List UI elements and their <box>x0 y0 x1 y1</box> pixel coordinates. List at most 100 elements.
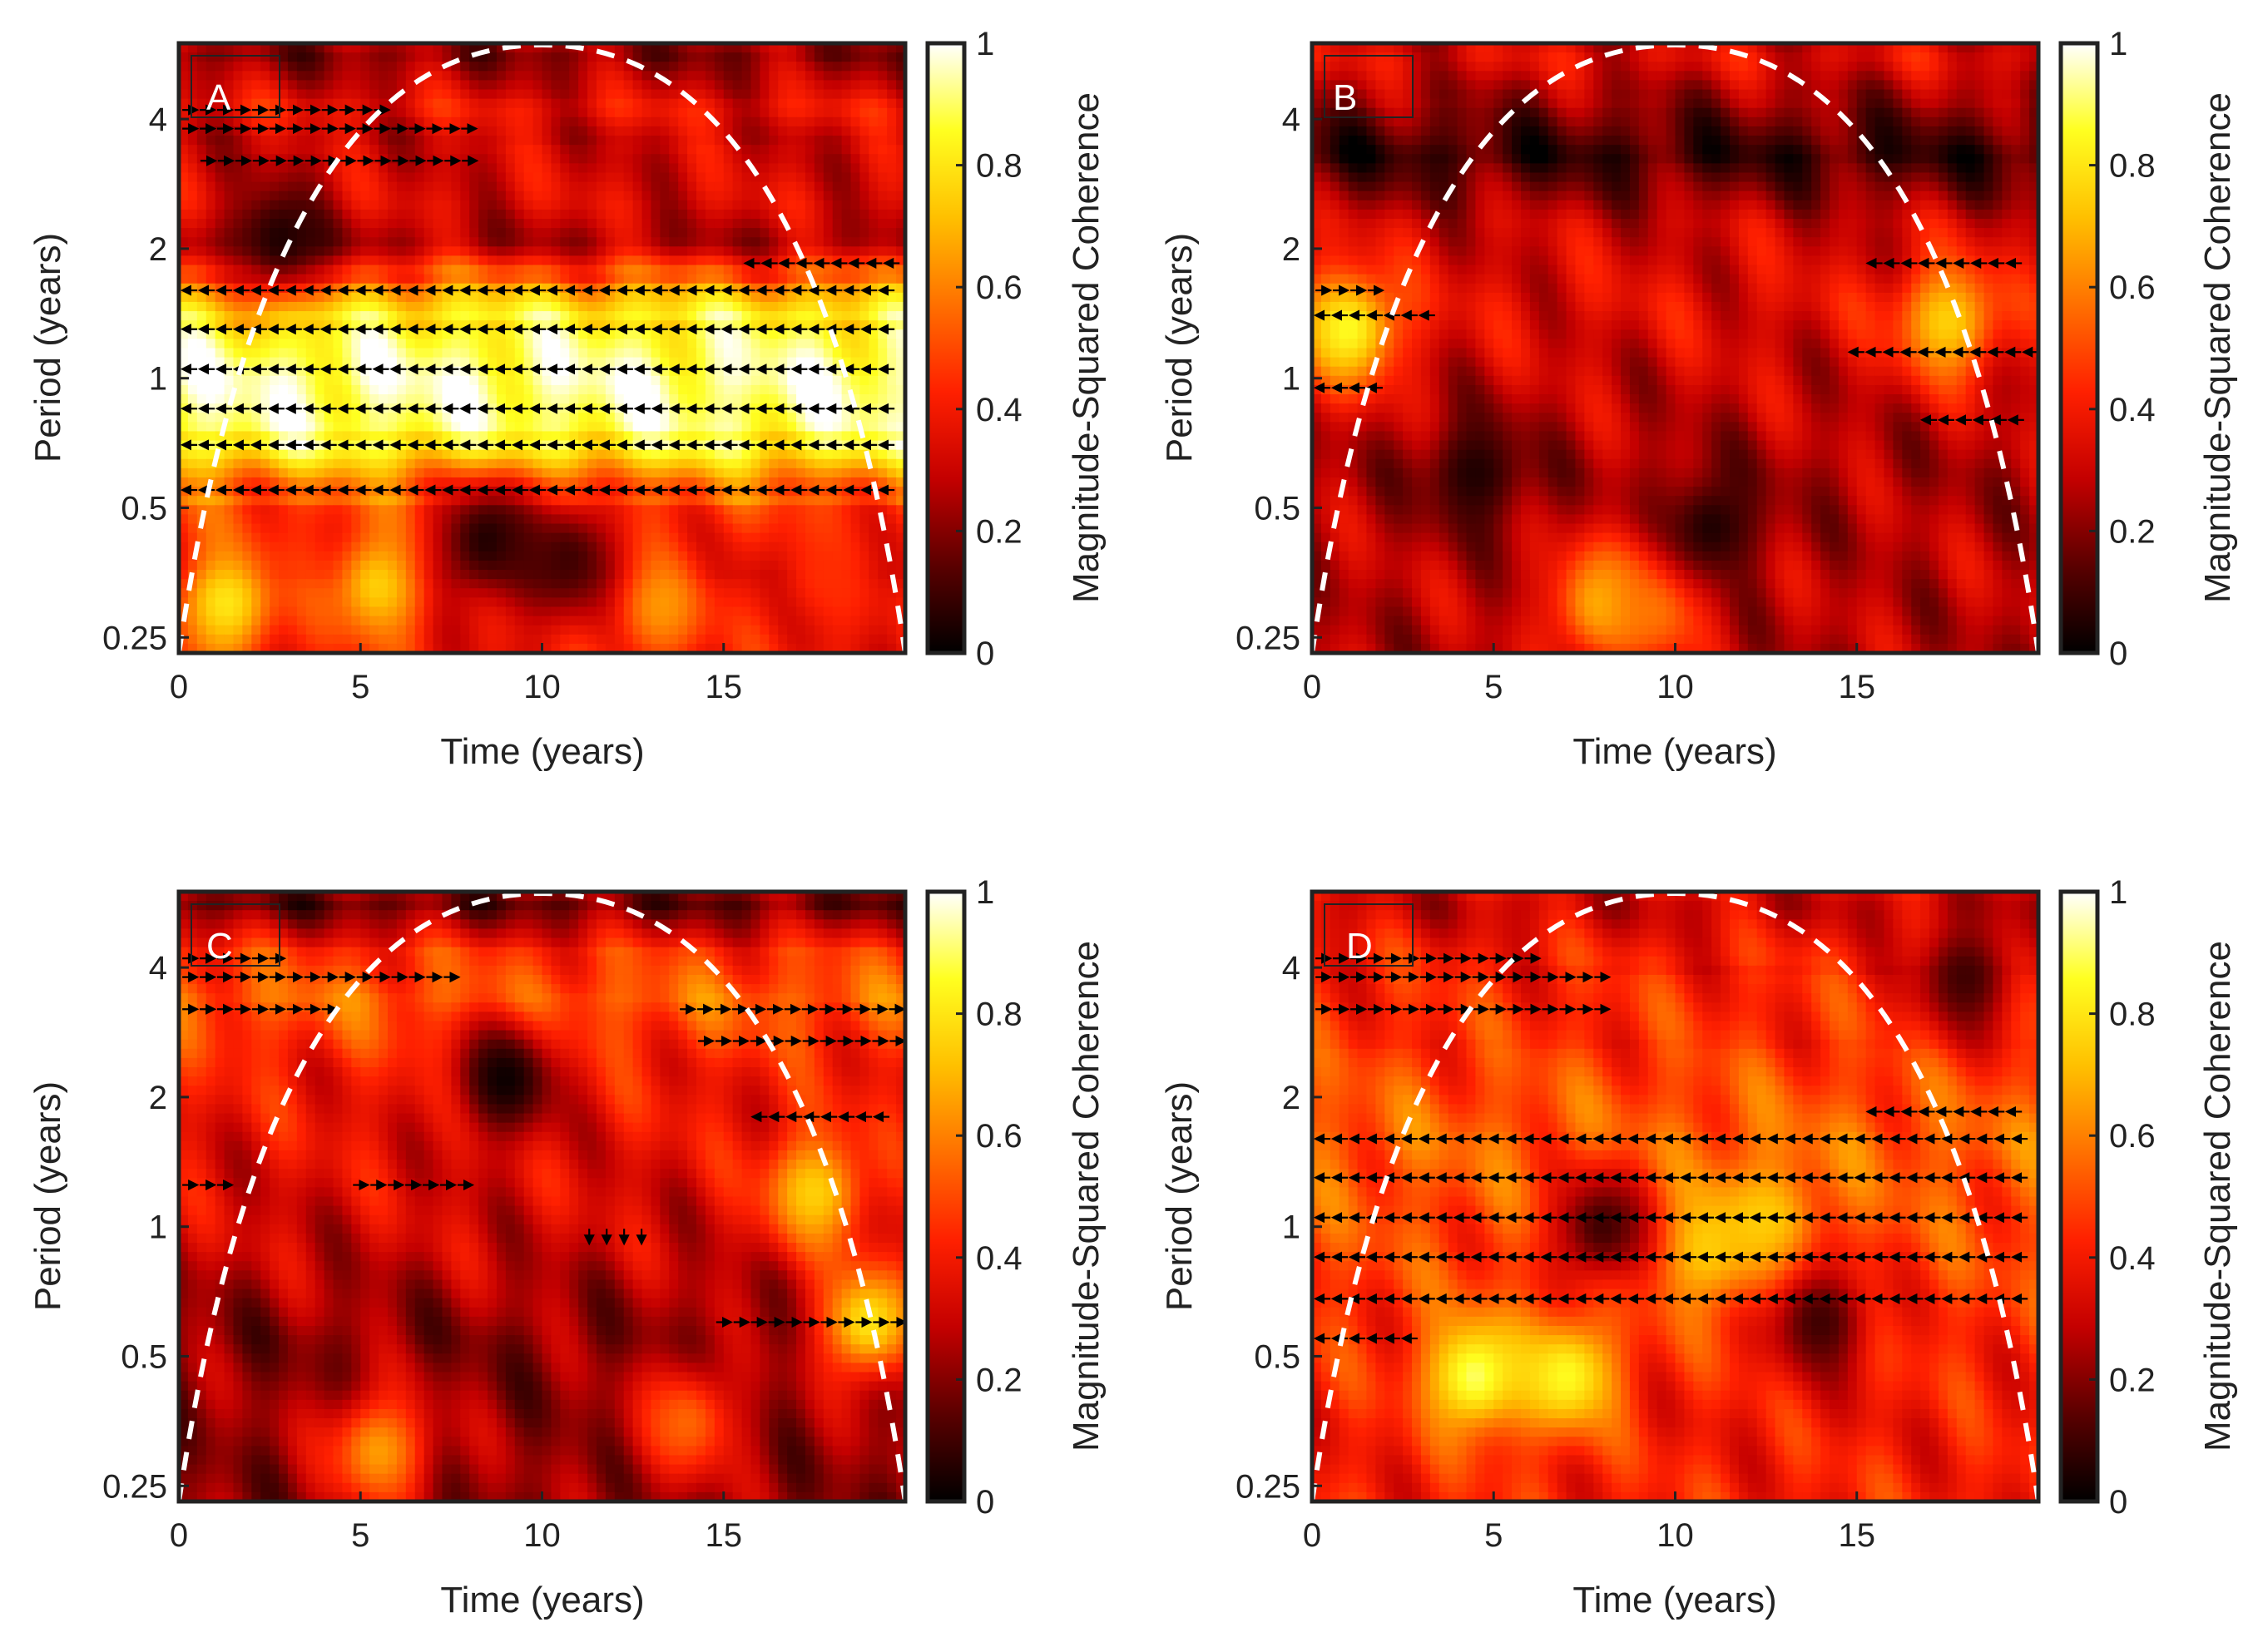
heatmap-cell <box>605 532 616 543</box>
heatmap-cell <box>641 339 652 349</box>
heatmap-cell <box>623 505 634 516</box>
heatmap-cell <box>379 413 389 423</box>
heatmap-cell <box>451 449 461 460</box>
heatmap-cell <box>796 487 806 497</box>
heatmap-cell <box>651 116 661 127</box>
heatmap-cell <box>279 200 289 210</box>
heatmap-cell <box>632 107 643 118</box>
heatmap-cell <box>778 514 788 525</box>
heatmap-cell <box>523 145 534 155</box>
heatmap-cell <box>387 384 398 395</box>
heatmap-cell <box>669 301 679 312</box>
heatmap-cell <box>360 246 370 257</box>
heatmap-cell <box>270 62 280 72</box>
heatmap-cell <box>750 532 760 543</box>
heatmap-cell <box>578 98 588 109</box>
heatmap-cell <box>179 80 189 91</box>
heatmap-cell <box>814 422 825 433</box>
heatmap-cell <box>233 394 243 404</box>
heatmap-cell <box>578 588 588 598</box>
heatmap-cell <box>224 52 235 62</box>
heatmap-cell <box>351 292 361 303</box>
heatmap-cell <box>542 329 552 339</box>
heatmap-cell <box>469 606 479 617</box>
heatmap-cell <box>270 237 280 247</box>
heatmap-cell <box>196 449 207 460</box>
heatmap-cell <box>369 274 379 284</box>
heatmap-cell <box>523 348 534 359</box>
heatmap-cell <box>714 394 725 404</box>
heatmap-cell <box>551 71 561 82</box>
heatmap-cell <box>505 200 516 210</box>
heatmap-cell <box>251 89 261 100</box>
heatmap-cell <box>623 181 634 192</box>
heatmap-cell <box>351 532 361 543</box>
heatmap-cell <box>723 431 734 442</box>
heatmap-cell <box>687 237 697 247</box>
heatmap-cell <box>469 246 479 257</box>
heatmap-cell <box>741 570 752 580</box>
heatmap-cell <box>614 588 625 598</box>
heatmap-cell <box>423 145 434 155</box>
heatmap-cell <box>878 606 888 617</box>
heatmap-cell <box>206 570 216 580</box>
heatmap-cell <box>823 348 834 359</box>
heatmap-cell <box>705 413 716 423</box>
heatmap-cell <box>233 163 243 174</box>
heatmap-cell <box>732 311 743 321</box>
heatmap-cell <box>505 219 516 229</box>
heatmap-cell <box>287 219 298 229</box>
heatmap-cell <box>442 255 452 266</box>
heatmap-cell <box>215 126 225 136</box>
heatmap-cell <box>324 116 334 127</box>
heatmap-cell <box>705 98 716 109</box>
heatmap-cell <box>823 301 834 312</box>
heatmap-cell <box>705 107 716 118</box>
heatmap-cell <box>651 394 661 404</box>
heatmap-cell <box>542 579 552 589</box>
heatmap-cell <box>387 98 398 109</box>
heatmap-cell <box>796 477 806 487</box>
heatmap-cell <box>805 246 815 257</box>
heatmap-cell <box>878 209 888 220</box>
heatmap-cell <box>405 43 416 53</box>
heatmap-cell <box>750 52 760 62</box>
heatmap-cell <box>805 145 815 155</box>
heatmap-cell <box>805 477 815 487</box>
heatmap-cell <box>605 154 616 164</box>
heatmap-cell <box>887 163 897 174</box>
heatmap-cell <box>532 145 543 155</box>
heatmap-cell <box>369 107 379 118</box>
heatmap-cell <box>451 496 461 506</box>
heatmap-cell <box>305 348 316 359</box>
heatmap-cell <box>687 200 697 210</box>
heatmap-cell <box>778 477 788 487</box>
heatmap-cell <box>405 606 416 617</box>
heatmap-cell <box>379 200 389 210</box>
heatmap-cell <box>542 606 552 617</box>
heatmap-cell <box>379 98 389 109</box>
heatmap-cell <box>451 588 461 598</box>
heatmap-cell <box>305 154 316 164</box>
heatmap-cell <box>433 357 443 368</box>
heatmap-cell <box>224 348 235 359</box>
heatmap-cell <box>523 551 534 561</box>
heatmap-cell <box>542 431 552 442</box>
heatmap-cell <box>224 190 235 201</box>
heatmap-cell <box>723 98 734 109</box>
heatmap-cell <box>469 107 479 118</box>
heatmap-cell <box>805 532 815 543</box>
heatmap-cell <box>560 458 570 469</box>
heatmap-cell <box>442 357 452 368</box>
heatmap-cell <box>841 219 852 229</box>
heatmap-cell <box>360 145 370 155</box>
heatmap-cell <box>732 116 743 127</box>
heatmap-cell <box>551 467 561 478</box>
heatmap-cell <box>396 487 407 497</box>
heatmap-cell <box>187 542 198 552</box>
heatmap-cell <box>233 505 243 516</box>
heatmap-cell <box>233 579 243 589</box>
heatmap-cell <box>678 145 688 155</box>
heatmap-cell <box>215 570 225 580</box>
heatmap-cell <box>605 366 616 377</box>
